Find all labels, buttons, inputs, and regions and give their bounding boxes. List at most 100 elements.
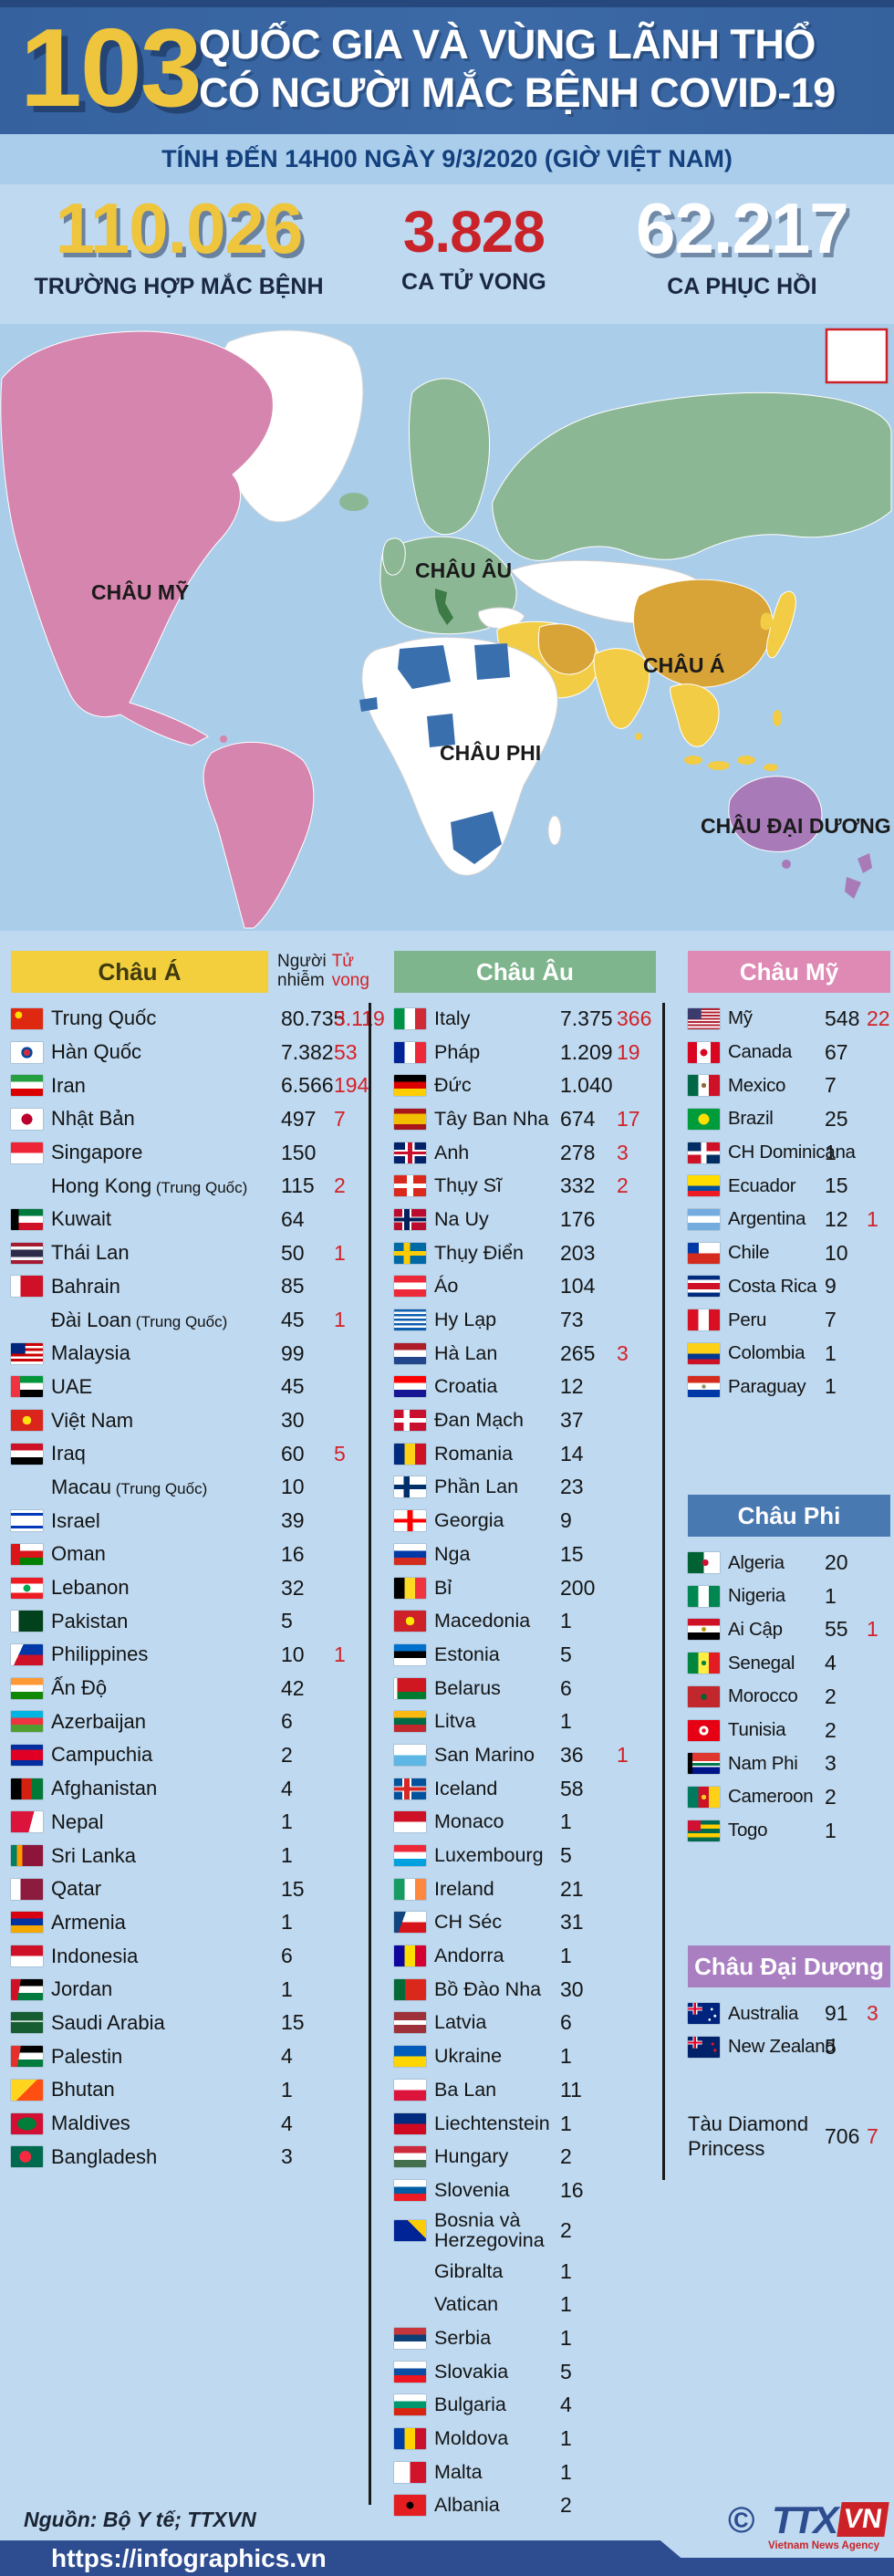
country-name: Brazil [728,1108,774,1130]
flag-icon [11,1543,43,1565]
map-europe [379,536,517,635]
flag-icon [394,1912,426,1934]
continent-section: Châu Đại Dương Australia 91 3 New Zealand 5 [688,1945,890,2063]
infected-count: 332 [560,1173,596,1198]
copyright-icon: © [728,2500,755,2540]
flag-icon [11,1007,43,1029]
list-item: Estonia 5 [394,1638,656,1672]
map-caribbean [220,735,227,743]
flag-icon [394,1142,426,1163]
infected-count: 9 [825,1274,837,1298]
flag-icon [688,1685,720,1707]
infected-count: 1 [825,1140,837,1164]
map-algeria [398,645,451,689]
map-italy [435,589,453,625]
infected-count: 1 [560,2292,572,2317]
top-strip [0,0,894,7]
list-item: Palestin 4 [11,2039,363,2073]
list-item: Afghanistan 4 [11,1772,363,1806]
infected-count: 5 [560,1843,572,1868]
country-name: Luxembourg [434,1844,544,1867]
ttxvn-logo-subtitle: Vietnam News Agency [768,2540,880,2551]
list-item: Áo 104 [394,1270,656,1304]
list-item: Ấn Độ 42 [11,1672,363,1705]
country-name: Litva [434,1710,476,1733]
ship-name: Tàu Diamond Princess [688,2112,825,2162]
list-item: Bosnia và Herzegovina 2 [394,2207,656,2255]
header-banner: 103 QUỐC GIA VÀ VÙNG LÃNH THỔ CÓ NGƯỜI M… [0,5,894,134]
death-count: 1 [334,1240,346,1265]
map-russia [492,391,892,561]
infected-count: 265 [560,1340,596,1365]
flag-icon [394,1041,426,1063]
flag-icon [394,1476,426,1498]
list-item: Đài Loan (Trung Quốc) 45 1 [11,1303,363,1337]
list-item: Belarus 6 [394,1672,656,1705]
country-name: Oman [51,1542,106,1566]
list-item: Đức 1.040 [394,1069,656,1102]
flag-icon [11,1744,43,1766]
infected-count: 12 [825,1206,848,1231]
infected-count: 7 [825,1308,837,1332]
flag-icon [394,2012,426,2034]
flag-icon [11,2046,43,2068]
country-name: Thụy Sĩ [434,1174,503,1197]
map-indonesia [764,764,778,771]
list-item: Ecuador 15 [688,1169,890,1203]
flag-icon [688,1007,720,1029]
continent-header: Châu Mỹ [688,951,890,993]
list-item: Vatican 1 [394,2288,656,2321]
flag-icon [11,1978,43,2000]
continent-section: Châu Mỹ Mỹ 548 22 Canada 67 Mexico 7 Brazil 25 CH … [688,951,890,1403]
country-name: Maldives [51,2112,130,2135]
infected-count: 115 [281,1173,315,1198]
death-count: 194 [334,1073,369,1098]
country-name: New Zealand [728,2036,836,2058]
as-of-date: TÍNH ĐẾN 14H00 NGÀY 9/3/2020 (GIỜ VIỆT N… [161,145,733,172]
country-name: Việt Nam [51,1408,134,1432]
list-item: Ba Lan 11 [394,2073,656,2107]
country-name: Australia [728,2002,799,2024]
map-south-africa [451,811,502,864]
list-item: Phần Lan 23 [394,1471,656,1505]
list-item: Lebanon 32 [11,1571,363,1605]
infected-count: 20 [825,1550,848,1575]
country-name: Tunisia [728,1719,786,1741]
country-name: UAE [51,1374,93,1398]
list-item: Israel 39 [11,1504,363,1538]
map-label-asia: CHÂU Á [643,652,724,677]
continent-header: Châu Phi [688,1495,890,1538]
map-australia [728,776,823,852]
infected-count: 30 [281,1408,305,1433]
flag-icon [688,1585,720,1607]
country-name: Vatican [434,2293,499,2316]
map-new-zealand [858,853,872,873]
list-item: Iran 6.566 194 [11,1069,369,1102]
country-name: Gibralta [434,2259,504,2282]
infected-count: 6.566 [281,1073,334,1098]
list-item: Hàn Quốc 7.382 53 [11,1036,363,1069]
list-item: Maldives 4 [11,2107,363,2141]
list-item: Gibralta 1 [394,2255,656,2289]
list-item: Thụy Điển 203 [394,1236,656,1270]
flag-icon [688,1786,720,1808]
list-item: Liechtenstein 1 [394,2107,656,2141]
title-line-2: CÓ NGƯỜI MẮC BỆNH COVID-19 [199,69,836,117]
ship-name-line2: Princess [688,2137,765,2161]
list-item: Macedonia 1 [394,1604,656,1638]
infected-count: 2 [281,1742,293,1767]
map-south-america [203,741,315,929]
country-name: Bosnia và Herzegovina [434,2209,545,2251]
infected-count: 5 [825,2034,837,2059]
country-name: Estonia [434,1643,500,1665]
flag-icon [394,1744,426,1766]
column-divider [369,1003,371,2505]
infected-count: 203 [560,1240,596,1265]
continent-header: Châu Đại Dương [688,1945,890,1988]
website-link[interactable]: https://infographics.vn [51,2544,327,2572]
country-name: Peru [728,1309,767,1330]
flag-icon [688,1619,720,1641]
country-name: Belarus [434,1676,501,1699]
ttxvn-logo-text: TTX [772,2498,838,2541]
country-name: Algeria [728,1551,785,1573]
